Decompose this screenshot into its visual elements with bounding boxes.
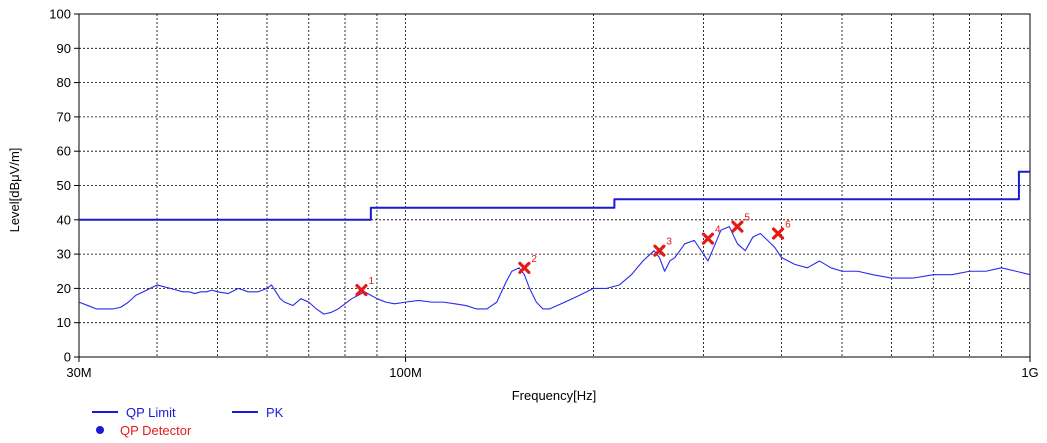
- y-tick-label: 10: [57, 315, 71, 330]
- legend-swatch-line: [232, 411, 258, 413]
- legend-label: QP Limit: [126, 404, 176, 420]
- marker-label: 4: [715, 225, 721, 236]
- peak-markers: 1 2 3 4 5 6: [355, 213, 791, 297]
- x-axis-ticks: 30M 100M 1G: [66, 357, 1039, 380]
- marker-label: 1: [368, 276, 374, 287]
- y-axis-label: Level[dBμV/m]: [7, 148, 22, 233]
- y-tick-label: 100: [49, 7, 71, 22]
- x-axis-label: Frequency[Hz]: [512, 388, 597, 403]
- peak-marker: 4: [701, 225, 721, 245]
- legend: QP Limit PK QP Detector: [92, 404, 452, 442]
- legend-label: PK: [266, 404, 284, 420]
- y-tick-label: 40: [57, 212, 71, 227]
- y-tick-label: 70: [57, 109, 71, 124]
- y-tick-label: 50: [57, 178, 71, 193]
- marker-label: 6: [785, 220, 791, 231]
- grid: [79, 14, 1030, 357]
- marker-cross-stroke: [355, 284, 368, 297]
- legend-label: QP Detector: [120, 422, 192, 438]
- legend-swatch-line: [92, 411, 118, 413]
- marker-cross-stroke: [518, 261, 531, 274]
- marker-cross-stroke: [771, 227, 785, 240]
- pk-trace: [78, 226, 1031, 315]
- x-tick-label: 1G: [1021, 365, 1038, 380]
- marker-label: 5: [744, 213, 750, 224]
- qp-limit-line: [79, 170, 1030, 221]
- marker-label: 3: [666, 237, 672, 248]
- y-axis-ticks: 0 10 20 30 40 50 60 70 80 90 100: [49, 7, 79, 365]
- marker-cross-stroke: [701, 232, 715, 245]
- legend-swatch-dot: [96, 426, 104, 434]
- y-tick-label: 20: [57, 281, 71, 296]
- peak-marker: 3: [653, 237, 672, 257]
- x-tick-label: 100M: [389, 365, 422, 380]
- marker-label: 2: [531, 254, 537, 265]
- legend-item-qp-detector: QP Detector: [92, 422, 191, 438]
- marker-cross-stroke: [653, 244, 666, 257]
- peak-marker: 2: [518, 254, 537, 274]
- series: [78, 170, 1031, 315]
- y-tick-label: 80: [57, 75, 71, 90]
- x-tick-label: 30M: [66, 365, 91, 380]
- y-tick-label: 60: [57, 144, 71, 159]
- marker-cross-stroke: [731, 220, 744, 233]
- peak-marker: 6: [771, 220, 791, 240]
- y-tick-label: 90: [57, 41, 71, 56]
- peak-marker: 5: [731, 213, 750, 233]
- y-tick-label: 30: [57, 247, 71, 262]
- legend-item-qp-limit: QP Limit: [92, 404, 176, 420]
- peak-marker: 1: [355, 276, 374, 297]
- y-tick-label: 0: [64, 350, 71, 365]
- legend-item-pk: PK: [232, 404, 283, 420]
